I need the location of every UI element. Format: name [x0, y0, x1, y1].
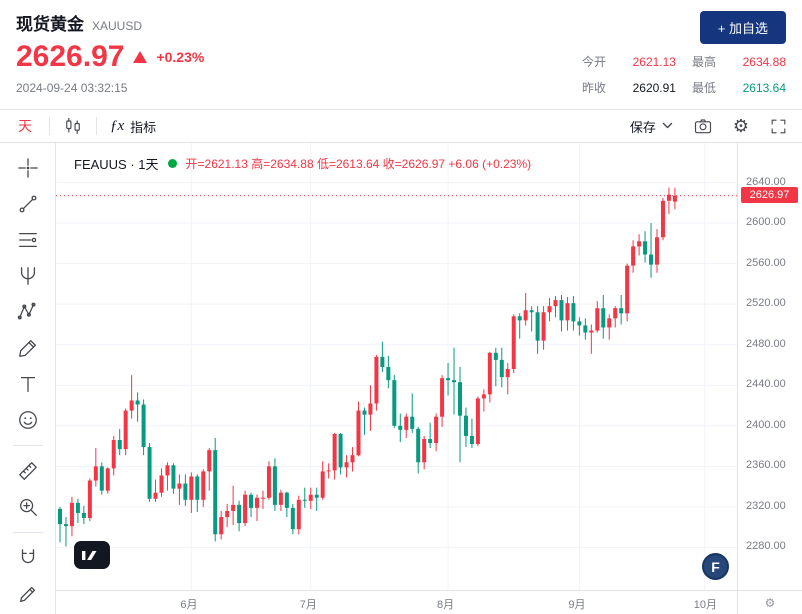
symbol-title: 现货黄金: [16, 15, 84, 34]
tradingview-logo-icon: [74, 541, 110, 569]
trend-line-icon: [19, 195, 36, 213]
price-axis-tick: 2520.00: [746, 297, 786, 310]
chart-plot[interactable]: FEAUUS · 1天 开=2621.13 高=2634.88 低=2613.6…: [56, 143, 737, 590]
chart-area: FEAUUS · 1天 开=2621.13 高=2634.88 低=2613.6…: [56, 143, 802, 614]
drawing-toolbar: [0, 143, 56, 614]
snapshot-button[interactable]: [693, 116, 713, 136]
symbol-code: XAUUSD: [92, 19, 143, 33]
tool-magnet-button[interactable]: [11, 543, 45, 573]
price-axis[interactable]: 2640.00 2600.00 2560.00 2520.00 2480.00 2440.…: [737, 143, 802, 590]
price-axis-tick: 2280.00: [746, 540, 786, 553]
fib-retracement-icon: [18, 232, 37, 248]
text-icon: [20, 376, 35, 392]
high-value: 2634.88: [742, 54, 786, 69]
tool-measure-button[interactable]: [11, 456, 45, 486]
price-axis-tick: 2560.00: [746, 256, 786, 269]
price-axis-tick: 2320.00: [746, 499, 786, 512]
price-axis-tick: 2480.00: [746, 337, 786, 350]
tool-trend-line-button[interactable]: [11, 189, 45, 219]
price-axis-tick: 2400.00: [746, 418, 786, 431]
fx-icon: ƒx: [110, 117, 125, 134]
save-button[interactable]: 保存: [630, 117, 673, 136]
save-label: 保存: [629, 119, 656, 135]
brush-icon: [18, 340, 36, 357]
low-value: 2613.64: [742, 80, 786, 95]
quote-stats: 今开 2621.13 最高 2634.88 昨收 2620.91 最低 2613…: [582, 53, 786, 96]
tool-crosshair-button[interactable]: [11, 153, 45, 183]
axis-corner: ⚙: [737, 591, 802, 614]
title-row: 现货黄金 XAUUSD: [16, 10, 786, 35]
settings-button[interactable]: ⚙: [733, 117, 749, 135]
price-axis-tick: 2440.00: [746, 378, 786, 391]
pitchfork-icon: [20, 267, 35, 285]
tool-xabcd-pattern-button[interactable]: [11, 297, 45, 327]
indicators-button[interactable]: ƒx 指标: [110, 117, 156, 136]
tool-fib-retracement-button[interactable]: [11, 225, 45, 255]
tool-pitchfork-button[interactable]: [11, 261, 45, 291]
candlestick-icon: [66, 117, 80, 135]
tool-text-button[interactable]: [11, 369, 45, 399]
emoji-icon: [18, 411, 37, 429]
time-axis-tick: 6月: [180, 599, 198, 611]
magnet-icon: [21, 549, 34, 564]
fullscreen-button[interactable]: [769, 117, 788, 136]
tool-divider: [12, 445, 43, 446]
time-axis-tick: 7月: [299, 599, 317, 611]
axis-settings-gear-icon[interactable]: ⚙: [764, 595, 776, 610]
time-axis-tick: 8月: [437, 599, 455, 611]
series-legend: FEAUUS · 1天 开=2621.13 高=2634.88 低=2613.6…: [74, 154, 531, 173]
price-axis-tick: 2640.00: [746, 175, 786, 188]
plot-row: FEAUUS · 1天 开=2621.13 高=2634.88 低=2613.6…: [56, 143, 802, 590]
main-area: FEAUUS · 1天 开=2621.13 高=2634.88 低=2613.6…: [0, 143, 802, 614]
time-axis-tick: 10月: [693, 599, 717, 611]
chart-style-button[interactable]: [63, 116, 83, 136]
candlestick-chart[interactable]: [56, 143, 737, 590]
low-label: 最低: [691, 81, 716, 95]
price-row: 2626.97 +0.23%: [16, 40, 786, 74]
quote-timestamp: 2024-09-24 03:32:15: [16, 81, 128, 95]
price-up-arrow-icon: [133, 51, 148, 63]
current-price-axis-label: 2626.97: [741, 186, 798, 203]
xabcd-pattern-icon: [17, 302, 36, 320]
tool-divider: [12, 532, 43, 533]
time-axis: 6月 7月 8月 9月 10月 ⚙: [56, 590, 802, 614]
pencil-icon: [19, 586, 35, 602]
market-status-dot-icon: [167, 159, 177, 168]
tool-draw-button[interactable]: [11, 579, 45, 609]
chevron-down-icon: [662, 122, 673, 129]
site-logo-badge[interactable]: F: [702, 553, 729, 580]
tool-emoji-button[interactable]: [11, 405, 45, 435]
series-ohlc-values: 开=2621.13 高=2634.88 低=2613.64 收=2626.97 …: [185, 157, 532, 171]
crosshair-icon: [17, 158, 38, 178]
price-change-percent: +0.23%: [156, 49, 205, 65]
toolbar-left: 天 ƒx 指标: [14, 114, 156, 138]
time-axis-tick: 9月: [568, 599, 586, 611]
add-watchlist-button[interactable]: + 加自选: [699, 11, 786, 44]
time-axis-labels[interactable]: 6月 7月 8月 9月 10月: [56, 591, 737, 614]
tool-zoom-in-button[interactable]: [11, 492, 45, 522]
toolbar-right: 保存 ⚙: [630, 116, 788, 136]
open-label: 今开: [581, 55, 606, 69]
zoom-in-icon: [19, 499, 37, 516]
interval-button[interactable]: 天: [18, 118, 32, 134]
prev-close-label: 昨收: [581, 81, 606, 95]
high-label: 最高: [691, 55, 716, 69]
price-axis-tick: 2360.00: [746, 459, 786, 472]
measure-ruler-icon: [18, 462, 37, 480]
chart-toolbar: 天 ƒx 指标 保存: [0, 109, 802, 143]
price-axis-tick: 2600.00: [746, 216, 786, 229]
prev-close-value: 2620.91: [632, 80, 676, 95]
camera-icon: [694, 119, 711, 134]
toolbar-divider: [96, 117, 97, 135]
tool-brush-button[interactable]: [11, 333, 45, 363]
toolbar-divider: [49, 117, 50, 135]
fullscreen-icon: [771, 119, 786, 133]
indicators-label: 指标: [130, 119, 157, 135]
header: 现货黄金 XAUUSD 2626.97 +0.23% 2024-09-24 03…: [0, 0, 802, 109]
gear-icon: ⚙: [732, 116, 749, 136]
series-title[interactable]: FEAUUS · 1天: [74, 157, 159, 172]
tradingview-logo[interactable]: [74, 541, 110, 574]
open-value: 2621.13: [632, 54, 676, 69]
current-price: 2626.97: [16, 40, 125, 73]
